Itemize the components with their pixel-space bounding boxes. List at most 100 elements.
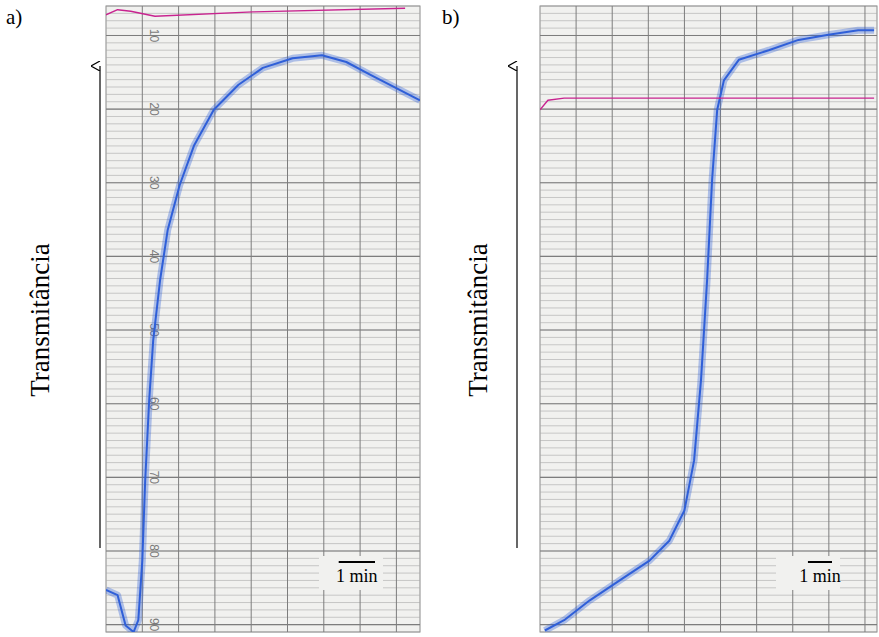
minor-grid-line (106, 153, 420, 154)
minor-grid-line (540, 462, 877, 463)
minor-grid-line (106, 204, 420, 205)
axis-title: Transmitância (25, 243, 55, 396)
minor-grid-line (106, 263, 420, 264)
minor-grid-line (540, 87, 877, 88)
minor-grid-line (540, 388, 877, 389)
tick-label: 10 (147, 29, 161, 43)
minor-grid-line (540, 6, 877, 7)
panel: 1020304050607080901 min (106, 6, 420, 632)
minor-grid-line (540, 57, 877, 58)
grid-line (360, 6, 361, 632)
minor-grid-line (540, 632, 877, 633)
plot-frame (106, 6, 420, 632)
minor-grid-line (540, 484, 877, 485)
minor-grid-line (540, 330, 877, 331)
minor-grid-line (106, 455, 420, 456)
minor-grid-line (540, 94, 877, 95)
panel: 1 min (540, 6, 877, 632)
minor-grid-line (540, 433, 877, 434)
grid-line (214, 6, 215, 632)
minor-grid-line (106, 219, 420, 220)
minor-grid-line (540, 521, 877, 522)
minor-grid-line (540, 79, 877, 80)
minor-grid-line (540, 543, 877, 544)
minor-grid-line (540, 455, 877, 456)
minor-grid-line (540, 492, 877, 493)
grid-line (540, 550, 877, 551)
grid-line (540, 403, 877, 404)
minor-grid-line (540, 374, 877, 375)
minor-grid-line (106, 13, 420, 14)
minor-grid-line (106, 190, 420, 191)
minor-grid-line (106, 293, 420, 294)
minor-grid-line (540, 28, 877, 29)
minor-grid-line (106, 300, 420, 301)
minor-grid-line (540, 322, 877, 323)
minor-grid-line (540, 101, 877, 102)
minor-grid-line (106, 116, 420, 117)
minor-grid-line (540, 411, 877, 412)
axis-arrow (516, 66, 517, 548)
minor-grid-line (106, 226, 420, 227)
minor-grid-line (106, 278, 420, 279)
minor-grid-line (106, 307, 420, 308)
transmittance-trace (545, 30, 874, 630)
minor-grid-line (106, 536, 420, 537)
minor-grid-line (106, 42, 420, 43)
minor-grid-line (540, 359, 877, 360)
minor-grid-line (540, 403, 877, 404)
minor-grid-line (540, 366, 877, 367)
grid-line (576, 6, 577, 632)
grid-line (756, 6, 757, 632)
minor-grid-line (540, 109, 877, 110)
minor-grid-line (106, 94, 420, 95)
minor-grid-line (540, 514, 877, 515)
minor-grid-line (106, 433, 420, 434)
figure: 1020304050607080901 minTransmitânciaa)1 … (0, 0, 879, 637)
minor-grid-line (540, 477, 877, 478)
minor-grid-line (106, 484, 420, 485)
minor-grid-line (106, 632, 420, 633)
minor-grid-line (106, 492, 420, 493)
axis-arrow (99, 66, 100, 548)
minor-grid-line (106, 285, 420, 286)
grid-line (828, 6, 829, 632)
minor-grid-line (106, 57, 420, 58)
label-patch (319, 556, 383, 590)
minor-grid-line (540, 116, 877, 117)
grid-line (684, 6, 685, 632)
tick-label: 70 (147, 471, 161, 485)
grid-line (396, 6, 397, 632)
minor-grid-line (540, 13, 877, 14)
grid-line (540, 624, 877, 625)
minor-grid-line (540, 145, 877, 146)
tick-label: 90 (147, 618, 161, 632)
scale-bar (339, 561, 375, 563)
minor-grid-line (106, 241, 420, 242)
grid-line (323, 6, 324, 632)
minor-grid-line (106, 123, 420, 124)
minor-grid-line (540, 42, 877, 43)
minor-grid-line (540, 550, 877, 551)
minor-grid-line (540, 447, 877, 448)
minor-grid-line (540, 64, 877, 65)
minor-grid-line (106, 609, 420, 610)
minor-grid-line (106, 447, 420, 448)
minor-grid-line (106, 425, 420, 426)
minor-grid-line (106, 160, 420, 161)
grid-line (287, 6, 288, 632)
axis-title: Transmitância (463, 243, 493, 396)
minor-grid-line (106, 50, 420, 51)
grid-line (864, 6, 865, 632)
minor-grid-line (540, 123, 877, 124)
minor-grid-line (106, 602, 420, 603)
minor-grid-line (106, 131, 420, 132)
minor-grid-line (540, 20, 877, 21)
grid-line (540, 109, 877, 110)
minor-grid-line (106, 234, 420, 235)
trace-noise-band (106, 55, 420, 632)
minor-grid-line (106, 462, 420, 463)
minor-grid-line (106, 6, 420, 7)
minor-grid-line (540, 175, 877, 176)
minor-grid-line (540, 72, 877, 73)
